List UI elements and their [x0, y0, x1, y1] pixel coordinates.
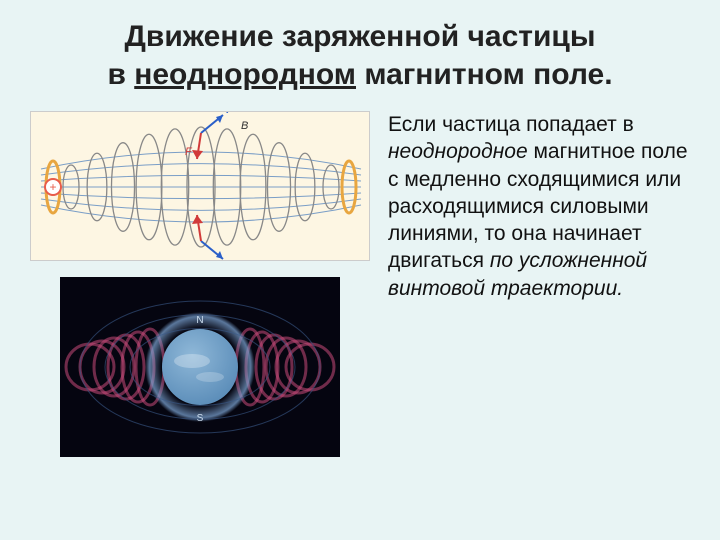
body-text: Если частица попадает в неоднородное маг… [388, 111, 690, 457]
earth-magnetosphere-diagram: NS [60, 277, 340, 457]
left-column: +BvF NS [30, 111, 370, 457]
svg-text:v: v [225, 112, 232, 116]
svg-text:S: S [197, 413, 204, 424]
helical-field-diagram: +BvF [30, 111, 370, 261]
title-line2-suffix: магнитном поле. [356, 58, 613, 91]
helical-field-svg: +BvF [31, 112, 371, 262]
svg-text:N: N [196, 315, 203, 326]
title-line1: Движение заряженной частицы [125, 20, 596, 53]
svg-text:+: + [49, 180, 56, 194]
title-line2-underlined: неоднородном [134, 58, 356, 91]
title-line2-prefix: в [107, 58, 134, 91]
body-part-a: Если частица попадает в [388, 113, 634, 136]
svg-text:B: B [241, 120, 248, 132]
earth-magnetosphere-svg: NS [60, 277, 340, 457]
body-italic-1: неоднородное [388, 140, 528, 163]
slide-title: Движение заряженной частицы в неоднородн… [30, 18, 690, 93]
content-row: +BvF NS Если частица попадает в неодноро… [30, 111, 690, 457]
